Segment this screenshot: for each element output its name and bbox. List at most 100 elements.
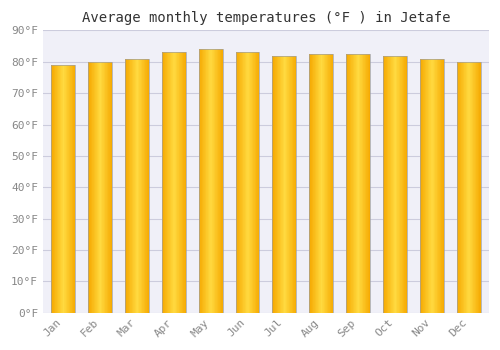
Bar [325, 54, 326, 313]
Bar [141, 59, 142, 313]
Bar [216, 49, 217, 313]
Bar [180, 52, 181, 313]
Bar [252, 52, 253, 313]
Bar [440, 59, 441, 313]
Bar [331, 54, 332, 313]
Bar [64, 65, 65, 313]
Bar [61, 65, 62, 313]
Bar [133, 59, 134, 313]
Bar [361, 54, 362, 313]
Bar [393, 56, 394, 313]
Bar [292, 56, 294, 313]
Bar [367, 54, 368, 313]
Bar [93, 62, 94, 313]
Bar [315, 54, 316, 313]
Bar [357, 54, 358, 313]
Bar [352, 54, 354, 313]
Bar [363, 54, 364, 313]
Bar [360, 54, 361, 313]
Bar [173, 52, 174, 313]
Bar [251, 52, 252, 313]
Bar [102, 62, 103, 313]
Bar [324, 54, 325, 313]
Bar [239, 52, 240, 313]
Bar [215, 49, 216, 313]
Bar [354, 54, 355, 313]
Bar [362, 54, 363, 313]
Bar [245, 52, 246, 313]
Bar [314, 54, 315, 313]
Bar [253, 52, 254, 313]
Bar [390, 56, 392, 313]
Bar [125, 59, 126, 313]
Bar [329, 54, 330, 313]
Bar [178, 52, 179, 313]
Bar [462, 62, 463, 313]
Bar [426, 59, 427, 313]
Bar [463, 62, 464, 313]
Bar [256, 52, 257, 313]
Bar [400, 56, 401, 313]
Bar [169, 52, 170, 313]
Bar [209, 49, 210, 313]
Bar [130, 59, 131, 313]
Bar [386, 56, 387, 313]
Bar [132, 59, 133, 313]
Bar [202, 49, 203, 313]
Bar [217, 49, 218, 313]
Bar [309, 54, 333, 313]
Bar [129, 59, 130, 313]
Bar [99, 62, 100, 313]
Bar [69, 65, 70, 313]
Bar [200, 49, 201, 313]
Bar [309, 54, 310, 313]
Bar [277, 56, 278, 313]
Bar [438, 59, 439, 313]
Bar [328, 54, 329, 313]
Bar [183, 52, 184, 313]
Bar [174, 52, 175, 313]
Bar [175, 52, 176, 313]
Bar [279, 56, 280, 313]
Bar [469, 62, 470, 313]
Bar [53, 65, 54, 313]
Bar [88, 62, 90, 313]
Bar [280, 56, 281, 313]
Bar [62, 65, 63, 313]
Bar [351, 54, 352, 313]
Bar [247, 52, 248, 313]
Bar [432, 59, 433, 313]
Bar [94, 62, 96, 313]
Bar [288, 56, 289, 313]
Bar [165, 52, 166, 313]
Bar [272, 56, 273, 313]
Bar [172, 52, 173, 313]
Bar [167, 52, 168, 313]
Bar [171, 52, 172, 313]
Bar [402, 56, 404, 313]
Bar [164, 52, 165, 313]
Bar [466, 62, 467, 313]
Bar [131, 59, 132, 313]
Bar [68, 65, 69, 313]
Bar [59, 65, 60, 313]
Bar [346, 54, 370, 313]
Bar [221, 49, 222, 313]
Bar [475, 62, 476, 313]
Bar [72, 65, 73, 313]
Bar [201, 49, 202, 313]
Bar [274, 56, 275, 313]
Bar [459, 62, 460, 313]
Bar [479, 62, 480, 313]
Bar [421, 59, 422, 313]
Bar [460, 62, 461, 313]
Bar [182, 52, 183, 313]
Bar [278, 56, 279, 313]
Bar [384, 56, 386, 313]
Bar [310, 54, 311, 313]
Bar [465, 62, 466, 313]
Bar [91, 62, 92, 313]
Bar [168, 52, 169, 313]
Bar [138, 59, 140, 313]
Bar [428, 59, 429, 313]
